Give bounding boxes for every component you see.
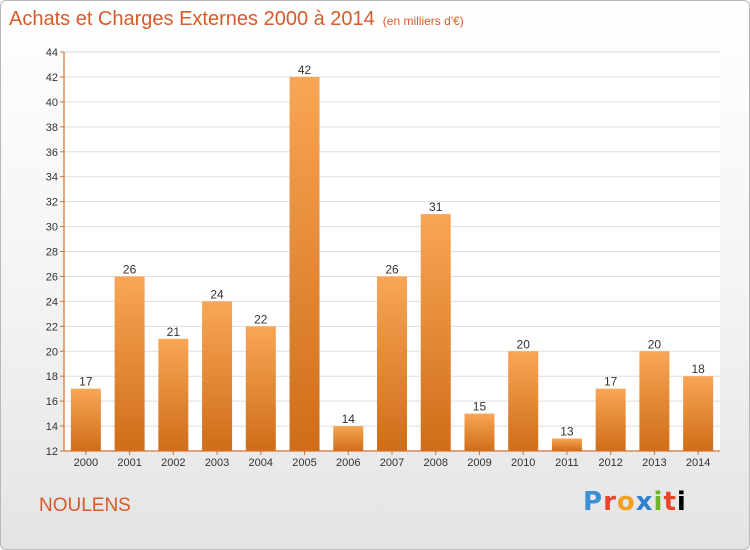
- x-tick-label: 2003: [205, 457, 229, 469]
- chart-title-text: Achats et Charges Externes 2000 à 2014: [9, 8, 375, 30]
- y-tick-label: 20: [46, 346, 58, 358]
- bar-value-label: 18: [691, 362, 705, 376]
- y-tick-label: 38: [46, 122, 58, 134]
- bar-value-label: 15: [473, 400, 487, 414]
- y-tick-label: 24: [46, 296, 58, 308]
- y-tick-label: 12: [46, 446, 58, 458]
- x-tick-label: 2013: [642, 457, 666, 469]
- x-tick-label: 2007: [380, 457, 404, 469]
- proxiti-logo: Proxiti: [583, 487, 687, 517]
- x-tick-label: 2008: [423, 457, 447, 469]
- bar-value-label: 42: [298, 63, 312, 77]
- bar: [202, 301, 233, 451]
- bar: [377, 276, 407, 451]
- chart-title: Achats et Charges Externes 2000 à 2014 (e…: [9, 8, 464, 31]
- logo-letter: P: [583, 487, 604, 517]
- logo-letter: i: [676, 487, 687, 517]
- bar: [508, 351, 539, 451]
- logo-letter: x: [635, 487, 654, 517]
- bar-value-label: 17: [604, 375, 618, 389]
- bar-value-label: 14: [342, 412, 356, 426]
- y-tick-label: 36: [46, 147, 58, 159]
- bar-value-label: 13: [560, 425, 574, 439]
- bar: [420, 214, 451, 451]
- y-tick-label: 32: [46, 197, 58, 209]
- x-tick-label: 2014: [686, 457, 710, 469]
- bar: [245, 326, 276, 451]
- x-tick-label: 2010: [511, 457, 535, 469]
- y-tick-label: 30: [46, 222, 58, 234]
- y-tick-label: 44: [46, 47, 58, 59]
- x-tick-label: 2009: [467, 457, 491, 469]
- x-tick-label: 2004: [249, 457, 273, 469]
- bar: [70, 388, 101, 451]
- bar: [595, 388, 626, 451]
- bar: [333, 426, 364, 451]
- x-tick-label: 2012: [598, 457, 622, 469]
- bar: [464, 413, 495, 451]
- y-tick-label: 16: [46, 396, 58, 408]
- bar-value-label: 24: [210, 287, 224, 301]
- y-tick-label: 28: [46, 247, 58, 259]
- y-tick-label: 34: [46, 172, 58, 184]
- y-tick-label: 40: [46, 97, 58, 109]
- bar-value-label: 26: [123, 262, 137, 276]
- x-tick-label: 2001: [117, 457, 141, 469]
- y-tick-label: 22: [46, 321, 58, 333]
- bar-value-label: 22: [254, 312, 268, 326]
- y-tick-label: 18: [46, 371, 58, 383]
- x-tick-label: 2011: [555, 457, 579, 469]
- y-tick-label: 14: [46, 421, 58, 433]
- bar: [158, 338, 189, 451]
- bar-value-label: 17: [79, 375, 93, 389]
- bar-value-label: 21: [167, 325, 181, 339]
- logo-letter: t: [663, 487, 677, 517]
- x-tick-label: 2006: [336, 457, 360, 469]
- y-tick-label: 42: [46, 72, 58, 84]
- logo-letter: r: [603, 487, 617, 517]
- x-tick-label: 2005: [292, 457, 316, 469]
- x-tick-label: 2000: [74, 457, 98, 469]
- bar: [683, 376, 714, 451]
- bar-value-label: 20: [517, 337, 531, 351]
- bar: [551, 438, 582, 451]
- chart-unit: (en milliers d'€): [382, 14, 464, 28]
- y-tick-label: 26: [46, 271, 58, 283]
- bar-value-label: 20: [648, 337, 662, 351]
- bar-value-label: 26: [385, 262, 399, 276]
- commune-name: NOULENS: [39, 495, 131, 516]
- x-tick-label: 2002: [161, 457, 185, 469]
- logo-letter: o: [616, 487, 636, 517]
- bar: [114, 276, 145, 451]
- bar: [639, 351, 670, 451]
- logo-letter: i: [653, 487, 664, 517]
- bar-value-label: 31: [429, 200, 443, 214]
- bar: [289, 76, 320, 451]
